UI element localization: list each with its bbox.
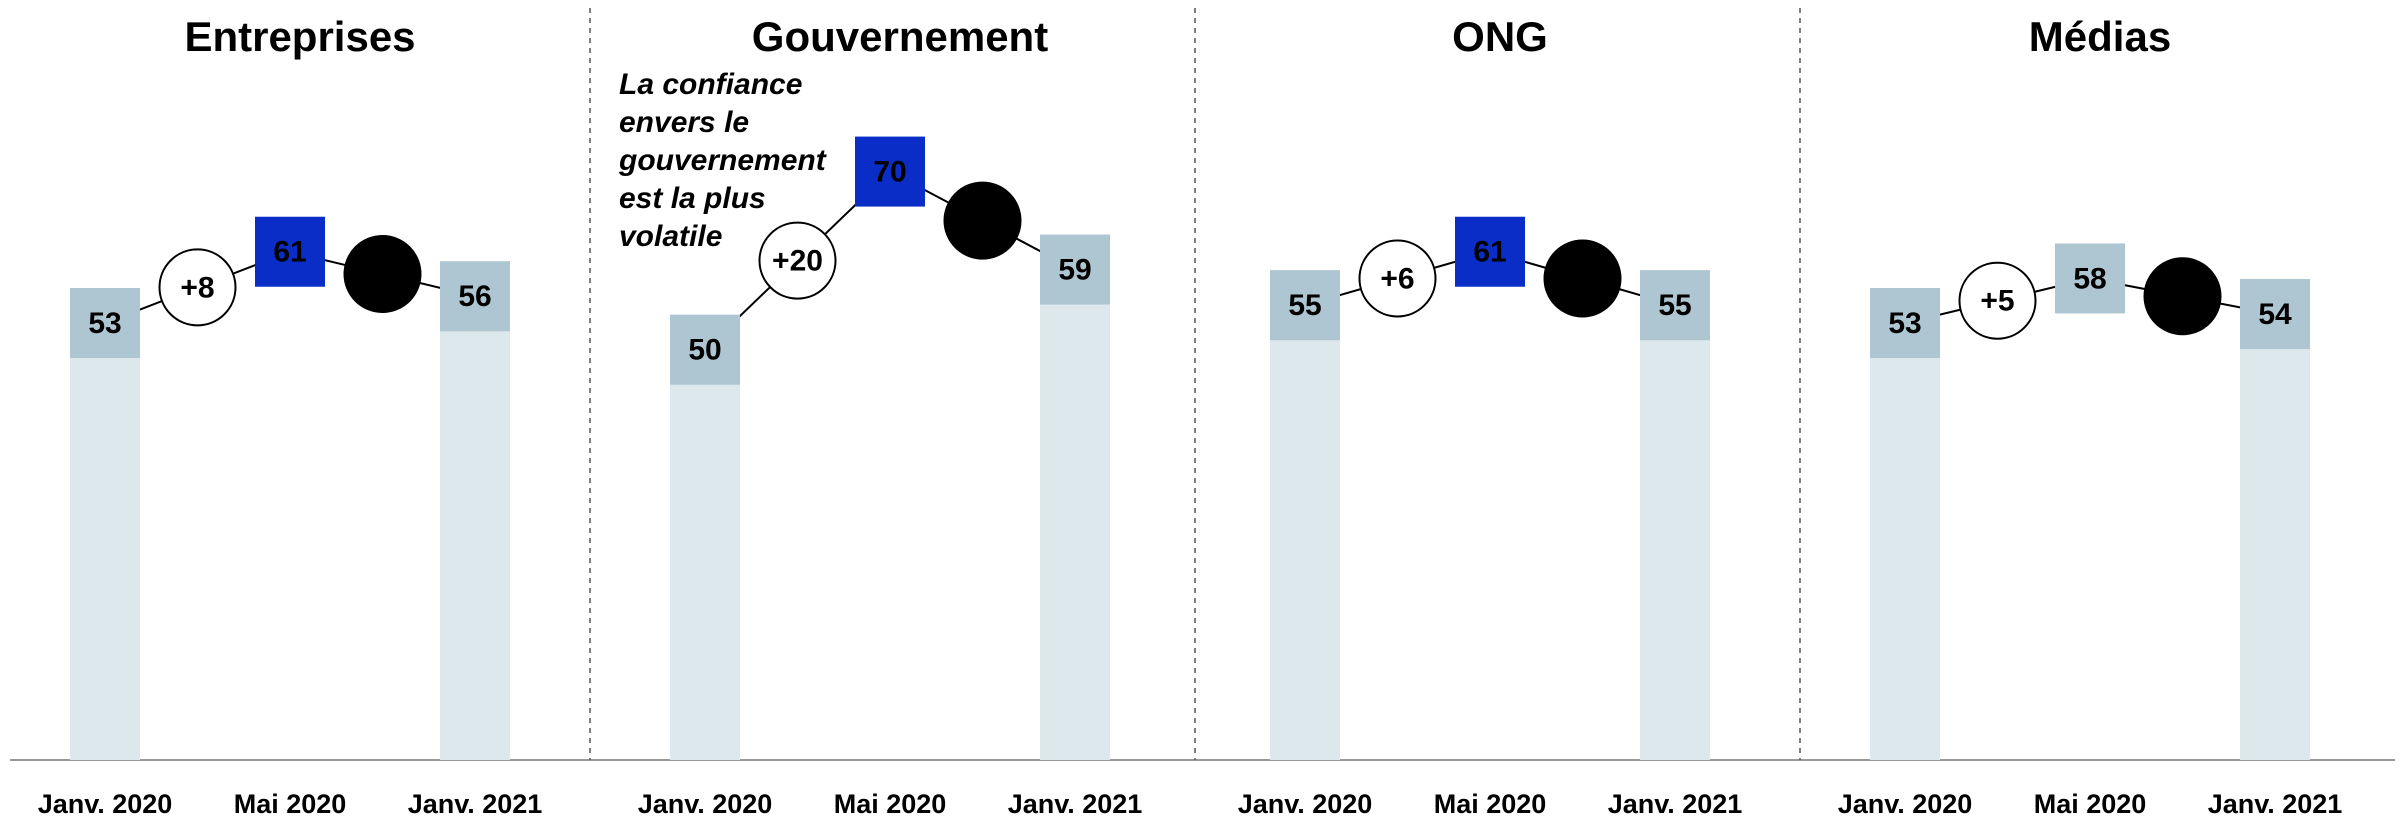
x-tick-label: Mai 2020 [834,789,947,818]
change-label: -5 [369,258,396,291]
change-circle [758,221,837,300]
change-circle [1543,239,1622,318]
change-label: +5 [1980,285,2014,318]
change-circle [343,235,422,314]
change-label: +8 [180,271,214,304]
value-label: 58 [2073,262,2106,295]
x-tick-label: Janv. 2020 [38,789,173,818]
value-label: 70 [873,156,906,189]
change-circle [2143,257,2222,336]
value-label: 55 [1658,289,1691,322]
panel-title: ONG [1452,13,1548,60]
change-circle [1358,239,1437,318]
change-circle [1958,261,2037,340]
value-box [70,287,140,358]
x-tick-label: Mai 2020 [1434,789,1547,818]
change-label: -6 [1569,262,1596,295]
panel-title: Entreprises [184,13,415,60]
x-tick-label: Mai 2020 [2034,789,2147,818]
value-box [1640,270,1710,341]
change-label: +20 [772,245,823,278]
x-tick-label: Janv. 2021 [1608,789,1743,818]
value-box [855,136,925,207]
x-tick-label: Janv. 2020 [638,789,773,818]
change-circle [158,248,237,327]
annotation: La confiance envers le gouvernement est … [619,68,826,253]
value-label: 53 [88,307,121,340]
bar [1640,270,1710,760]
bar [1040,234,1110,760]
value-box [440,261,510,332]
value-box [1270,270,1340,341]
value-label: 56 [458,280,491,313]
value-box [1040,234,1110,305]
value-box [2055,243,2125,314]
panel-title: Médias [2029,13,2171,60]
value-label: 55 [1288,289,1321,322]
value-box [255,216,325,287]
change-label: +6 [1380,262,1414,295]
value-label: 59 [1058,253,1091,286]
annotation-box: La confiance envers le gouvernement est … [619,68,826,253]
x-tick-label: Janv. 2020 [1838,789,1973,818]
value-label: 50 [688,334,721,367]
bar [2240,279,2310,760]
change-circle [943,181,1022,260]
value-box [1870,287,1940,358]
bar [670,314,740,760]
value-box [1455,216,1525,287]
bar [440,261,510,760]
value-label: 61 [273,236,306,269]
value-label: 61 [1473,236,1506,269]
x-tick-label: Mai 2020 [234,789,347,818]
value-box [670,314,740,385]
x-tick-label: Janv. 2020 [1238,789,1373,818]
panel-title: Gouvernement [752,13,1048,60]
value-box [2240,279,2310,350]
bar [1870,287,1940,760]
value-label: 54 [2258,298,2292,331]
bar [70,287,140,760]
x-tick-label: Janv. 2021 [408,789,543,818]
x-tick-label: Janv. 2021 [1008,789,1143,818]
bar [1270,270,1340,760]
x-tick-label: Janv. 2021 [2208,789,2343,818]
value-label: 53 [1888,307,1921,340]
change-label: -11 [962,204,1004,237]
change-label: -4 [2169,280,2196,313]
